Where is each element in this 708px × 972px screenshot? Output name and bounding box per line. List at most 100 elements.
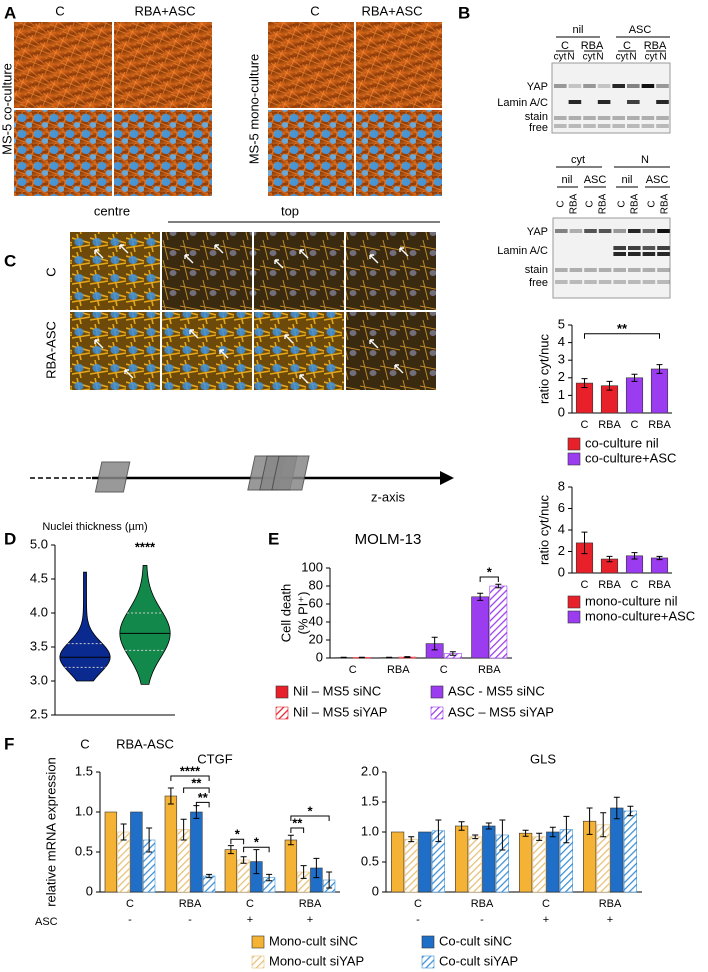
y-tick-label: 80 bbox=[309, 577, 323, 592]
y-tick-label: 5 bbox=[558, 316, 565, 331]
blot-band bbox=[657, 280, 670, 284]
y-tick-label: 3.0 bbox=[30, 672, 48, 687]
error-bar bbox=[600, 812, 607, 838]
blot-band bbox=[554, 116, 567, 120]
significance-label: * bbox=[307, 803, 313, 818]
bar bbox=[489, 585, 508, 659]
y-tick-label: 0 bbox=[316, 649, 323, 664]
x-tick-label: C bbox=[542, 898, 550, 910]
bar bbox=[237, 859, 250, 893]
bar bbox=[284, 839, 298, 893]
blot-band bbox=[613, 246, 626, 250]
group-label: nil bbox=[572, 24, 583, 36]
condition-label: C bbox=[561, 40, 569, 52]
x-tick-label: C bbox=[126, 898, 134, 910]
blot-band bbox=[628, 280, 641, 284]
legend-swatch bbox=[421, 955, 435, 969]
significance-label: * bbox=[487, 564, 493, 579]
significance-label: **** bbox=[180, 763, 201, 778]
y-tick-label: 2.5 bbox=[30, 706, 48, 721]
y-axis-label: ratio cyt/nuc bbox=[536, 494, 551, 565]
blot-band bbox=[584, 268, 597, 272]
error-bar bbox=[146, 827, 153, 853]
bar bbox=[518, 832, 533, 893]
y-tick-label: 0 bbox=[86, 883, 93, 898]
column-label: RBA+ASC bbox=[134, 3, 195, 18]
bar bbox=[532, 836, 546, 893]
error-bar bbox=[300, 865, 307, 879]
y-tick-label: 100 bbox=[301, 559, 323, 574]
arrow bbox=[189, 329, 199, 339]
column-label: centre bbox=[94, 203, 130, 218]
error-bar bbox=[485, 822, 492, 830]
error-bar bbox=[167, 787, 174, 805]
blot-band bbox=[613, 280, 626, 284]
condition-label: RBA bbox=[660, 193, 671, 214]
legend-swatch bbox=[251, 935, 265, 949]
error-bar bbox=[477, 592, 484, 601]
blot-band bbox=[642, 268, 656, 272]
legend-label: Mono-cult siYAP bbox=[269, 953, 364, 968]
blot-band bbox=[597, 116, 611, 120]
bar bbox=[625, 377, 644, 414]
fraction-label: N bbox=[629, 52, 636, 63]
blot-band bbox=[569, 268, 583, 272]
y-tick-label: 1 bbox=[558, 387, 565, 402]
bar bbox=[650, 557, 669, 574]
significance-bracket bbox=[243, 846, 270, 853]
x-row-label: ASC bbox=[35, 916, 58, 928]
row-label: stain bbox=[525, 111, 548, 123]
blot-band bbox=[598, 268, 612, 272]
error-bar bbox=[627, 805, 634, 817]
blot-band bbox=[656, 124, 669, 128]
x-sublabel: - bbox=[480, 914, 484, 926]
blot-band bbox=[612, 84, 625, 88]
legend-label: ASC – MS5 siYAP bbox=[448, 704, 554, 719]
arrow bbox=[219, 349, 229, 359]
error-bar bbox=[386, 656, 393, 659]
error-bar bbox=[656, 555, 663, 561]
arrow bbox=[299, 249, 309, 259]
significance-label: ** bbox=[198, 790, 209, 805]
blot-band bbox=[627, 124, 640, 128]
x-tick-label: C bbox=[246, 898, 254, 910]
group-label: ASC bbox=[584, 174, 607, 186]
fraction-label: cyt bbox=[571, 154, 585, 166]
group-label: nil bbox=[561, 174, 572, 186]
blot-band bbox=[657, 229, 670, 233]
x-tick-label: RBA bbox=[471, 898, 494, 910]
blot-band bbox=[569, 280, 583, 284]
blot-band bbox=[555, 268, 568, 272]
error-bar bbox=[206, 873, 213, 879]
x-sublabel: + bbox=[607, 914, 613, 926]
blot-band bbox=[597, 84, 611, 88]
error-bar bbox=[435, 819, 442, 843]
y-axis-label: Cell death bbox=[278, 584, 293, 643]
blot-band bbox=[642, 229, 656, 233]
arrow bbox=[119, 244, 129, 254]
x-tick-label: RBA bbox=[599, 898, 622, 910]
condition-label: C bbox=[585, 200, 596, 207]
y-tick-label: 4 bbox=[558, 334, 565, 349]
arrow bbox=[399, 247, 409, 257]
bar bbox=[623, 810, 637, 893]
panel-label: C bbox=[4, 251, 16, 270]
blot-band bbox=[656, 100, 669, 104]
y-tick-label: 1.0 bbox=[361, 823, 379, 838]
blot-band bbox=[584, 229, 597, 233]
y-tick-label: 4.0 bbox=[30, 604, 48, 619]
y-tick-label: 4.5 bbox=[30, 570, 48, 585]
legend-label: Nil – MS5 siYAP bbox=[293, 704, 387, 719]
arrow bbox=[94, 339, 104, 349]
y-tick-label: 3.5 bbox=[30, 638, 48, 653]
arrow bbox=[369, 339, 379, 349]
y-tick-label: 40 bbox=[309, 613, 323, 628]
significance-label: ** bbox=[191, 775, 202, 790]
error-bar bbox=[287, 834, 294, 846]
error-bar bbox=[656, 364, 663, 374]
error-bar bbox=[253, 849, 260, 875]
y-tick-label: 2 bbox=[558, 369, 565, 384]
error-bar bbox=[240, 856, 247, 864]
blot-band bbox=[641, 84, 655, 88]
significance-label: ** bbox=[292, 815, 303, 830]
